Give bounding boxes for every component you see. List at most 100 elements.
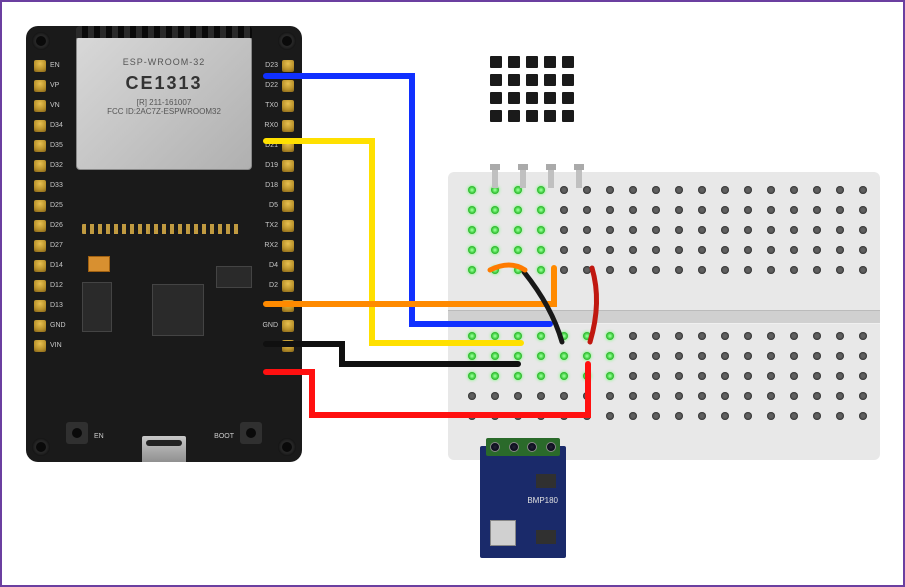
breadboard-hole xyxy=(468,372,476,380)
breadboard-hole xyxy=(652,226,660,234)
breadboard-hole xyxy=(813,352,821,360)
breadboard-hole xyxy=(836,352,844,360)
esp32-pin xyxy=(282,240,294,252)
bmp180-smd xyxy=(536,474,556,488)
esp32-pin xyxy=(34,80,46,92)
breadboard-hole xyxy=(744,186,752,194)
breadboard-hole xyxy=(859,266,867,274)
breadboard-hole xyxy=(698,226,706,234)
breadboard-hole xyxy=(767,352,775,360)
bmp180-smd xyxy=(536,530,556,544)
esp32-pin xyxy=(34,300,46,312)
dht-grille-slot xyxy=(490,56,502,68)
breadboard-hole xyxy=(721,246,729,254)
esp32-pin xyxy=(34,220,46,232)
dht22-pin xyxy=(576,166,582,188)
breadboard-hole xyxy=(491,266,499,274)
dht22-pin xyxy=(492,166,498,188)
mounting-hole-icon xyxy=(32,32,50,50)
esp32-pin-label: D35 xyxy=(50,140,66,152)
breadboard-hole xyxy=(468,332,476,340)
breadboard-hole xyxy=(652,372,660,380)
esp32-pin-label: VN xyxy=(50,100,66,112)
smd-chip xyxy=(152,284,204,336)
breadboard-hole xyxy=(652,412,660,420)
esp32-board: ESP-WROOM-32 CE1313 [R] 211-161007 FCC I… xyxy=(26,26,302,462)
dht-grille-slot xyxy=(490,92,502,104)
pin-header-right xyxy=(282,60,294,352)
dht22-pin xyxy=(520,166,526,188)
breadboard-hole xyxy=(836,186,844,194)
breadboard-hole xyxy=(859,186,867,194)
breadboard-grid-top xyxy=(468,186,867,274)
breadboard-hole xyxy=(537,332,545,340)
breadboard-hole xyxy=(836,266,844,274)
breadboard-hole xyxy=(606,412,614,420)
esp32-pin-label: D13 xyxy=(50,300,66,312)
breadboard-hole xyxy=(836,392,844,400)
breadboard-hole xyxy=(767,226,775,234)
breadboard-hole xyxy=(813,332,821,340)
breadboard-hole xyxy=(698,412,706,420)
breadboard-hole xyxy=(491,226,499,234)
micro-usb-port xyxy=(142,436,186,462)
dht-grille-slot xyxy=(526,74,538,86)
breadboard-hole xyxy=(721,206,729,214)
breadboard-hole xyxy=(537,186,545,194)
en-button xyxy=(66,422,88,444)
breadboard-hole xyxy=(836,246,844,254)
dht-grille-slot xyxy=(562,92,574,104)
pin-labels-right: D23D22TX0RX0D21D19D18D5TX2RX2D4D2D15GND3… xyxy=(262,60,278,352)
breadboard-hole xyxy=(583,392,591,400)
breadboard-hole xyxy=(698,266,706,274)
breadboard-hole xyxy=(652,352,660,360)
breadboard-hole xyxy=(790,246,798,254)
breadboard-hole xyxy=(491,246,499,254)
breadboard-hole xyxy=(514,332,522,340)
breadboard-hole xyxy=(767,186,775,194)
breadboard-hole xyxy=(514,352,522,360)
esp32-antenna xyxy=(76,26,252,38)
breadboard-hole xyxy=(675,226,683,234)
breadboard-hole xyxy=(629,352,637,360)
breadboard-hole xyxy=(629,226,637,234)
breadboard-hole xyxy=(514,206,522,214)
breadboard-hole xyxy=(652,206,660,214)
breadboard-hole xyxy=(583,186,591,194)
esp32-pin-label: TX0 xyxy=(262,100,278,112)
esp32-pin-label: D12 xyxy=(50,280,66,292)
breadboard-hole xyxy=(790,266,798,274)
breadboard-hole xyxy=(675,412,683,420)
breadboard-hole xyxy=(859,392,867,400)
breadboard-hole xyxy=(675,206,683,214)
breadboard-hole xyxy=(744,266,752,274)
breadboard-hole xyxy=(537,372,545,380)
dht-grille-slot xyxy=(508,110,520,122)
esp32-pin xyxy=(282,340,294,352)
dht-grille-slot xyxy=(544,92,556,104)
breadboard-hole xyxy=(629,332,637,340)
breadboard xyxy=(448,172,880,460)
breadboard-hole xyxy=(836,206,844,214)
breadboard-hole xyxy=(836,372,844,380)
esp32-pin-label: D22 xyxy=(262,80,278,92)
breadboard-hole xyxy=(468,266,476,274)
breadboard-hole xyxy=(652,246,660,254)
breadboard-hole xyxy=(629,246,637,254)
breadboard-hole xyxy=(813,412,821,420)
breadboard-hole xyxy=(744,226,752,234)
breadboard-hole xyxy=(652,186,660,194)
esp32-pin xyxy=(34,280,46,292)
breadboard-hole xyxy=(675,186,683,194)
diagram-frame: ESP-WROOM-32 CE1313 [R] 211-161007 FCC I… xyxy=(0,0,905,587)
breadboard-hole xyxy=(514,266,522,274)
breadboard-hole xyxy=(629,206,637,214)
breadboard-hole xyxy=(606,206,614,214)
breadboard-hole xyxy=(698,372,706,380)
breadboard-grid-bottom xyxy=(468,332,867,420)
breadboard-hole xyxy=(514,372,522,380)
breadboard-hole xyxy=(468,186,476,194)
breadboard-hole xyxy=(675,372,683,380)
breadboard-hole xyxy=(721,266,729,274)
shield-product-text: ESP-WROOM-32 xyxy=(77,57,251,67)
